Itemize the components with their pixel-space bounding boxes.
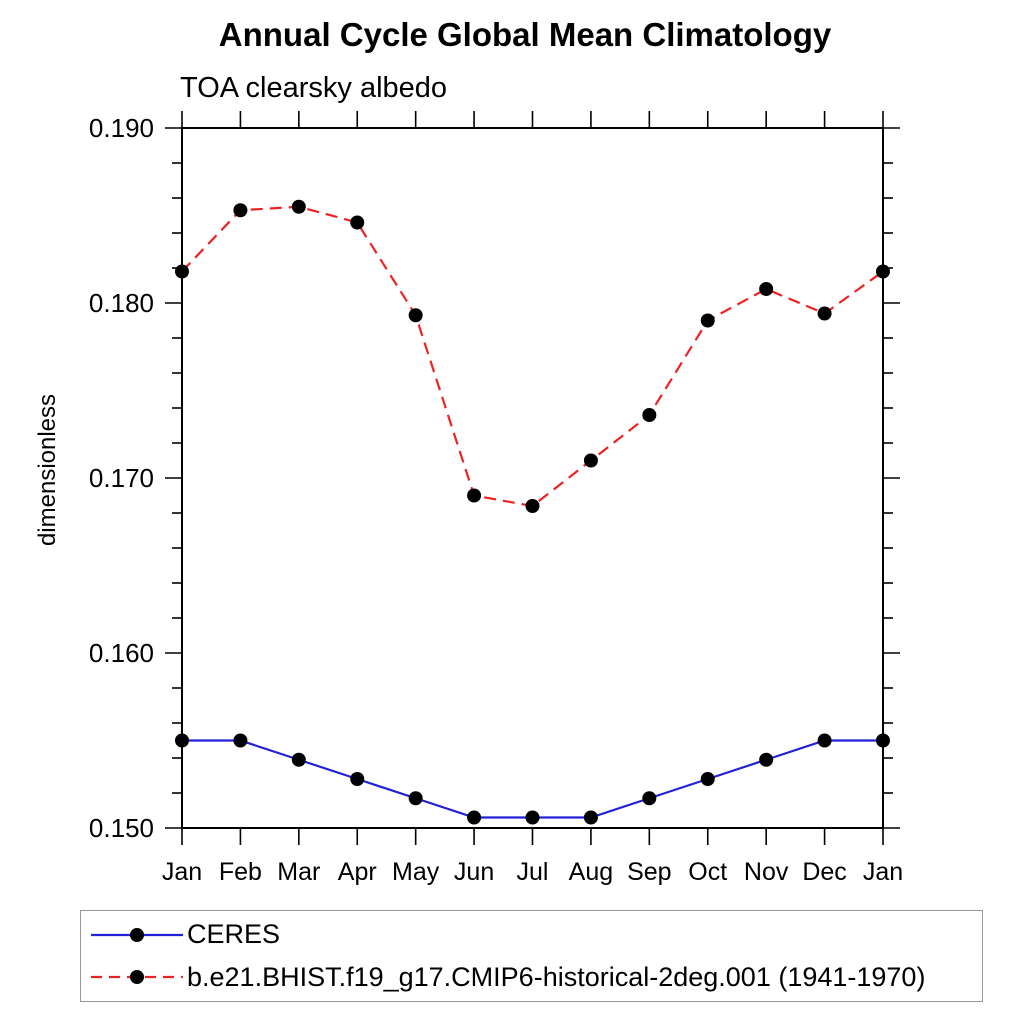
data-point-marker <box>876 733 890 748</box>
data-point-marker <box>700 313 715 328</box>
data-point-marker <box>291 752 306 767</box>
x-tick-label: Aug <box>569 858 613 886</box>
data-point-marker <box>525 810 540 825</box>
data-point-marker <box>175 264 189 279</box>
x-tick-label: Oct <box>688 858 727 886</box>
data-point-marker <box>291 199 306 214</box>
data-point-marker <box>583 810 598 825</box>
data-point-marker <box>350 772 365 786</box>
data-point-marker <box>817 733 832 748</box>
data-series <box>175 199 890 825</box>
legend-line-sample-dashed <box>91 970 183 985</box>
data-point-marker <box>700 772 715 786</box>
x-tick-label: Feb <box>219 858 262 886</box>
y-tick-label: 0.150 <box>89 813 154 843</box>
plot-box <box>181 127 884 829</box>
chart-title: Annual Cycle Global Mean Climatology <box>218 16 832 53</box>
data-point-marker <box>233 733 248 748</box>
x-tick-label: Sep <box>627 858 671 886</box>
data-point-marker <box>817 306 832 321</box>
data-point-marker <box>642 408 657 422</box>
legend-row-model: b.e21.BHIST.f19_g17.CMIP6-historical-2de… <box>87 958 982 996</box>
data-point-marker <box>467 488 482 503</box>
x-tick-label: Jul <box>517 858 549 886</box>
data-point-marker <box>583 453 598 468</box>
data-point-marker <box>175 733 189 748</box>
legend-box: CERES b.e21.BHIST.f19_g17.CMIP6-historic… <box>80 910 983 1002</box>
data-point-marker <box>350 215 365 230</box>
data-point-marker <box>408 791 423 806</box>
data-point-marker <box>233 203 248 218</box>
x-tick-label: Jun <box>454 858 494 886</box>
x-tick-label: Jan <box>863 858 903 886</box>
data-point-marker <box>759 282 774 296</box>
y-tick-label: 0.160 <box>89 638 154 668</box>
data-point-marker <box>408 308 423 323</box>
x-tick-label: May <box>392 858 440 886</box>
x-tick-label: Nov <box>744 858 789 886</box>
axis-tick-labels: 0.150 0.160 0.170 0.180 0.190 Jan Feb Mar Apr May… <box>89 113 903 886</box>
data-point-marker <box>525 499 540 513</box>
y-tick-label: 0.170 <box>89 463 154 493</box>
x-tick-label: Dec <box>802 858 846 886</box>
data-point-marker <box>467 810 482 825</box>
x-tick-label: Jan <box>162 858 202 886</box>
data-point-marker <box>876 264 890 279</box>
y-tick-label: 0.180 <box>89 288 154 318</box>
legend-label-ceres: CERES <box>187 919 281 950</box>
legend-row-ceres: CERES <box>87 916 982 954</box>
x-tick-label: Mar <box>277 858 320 886</box>
x-tick-label: Apr <box>338 858 377 886</box>
axis-ticks <box>165 111 900 845</box>
data-point-marker <box>759 752 774 767</box>
data-point-marker <box>642 791 657 806</box>
legend-label-model: b.e21.BHIST.f19_g17.CMIP6-historical-2de… <box>187 961 926 992</box>
y-tick-label: 0.190 <box>89 113 154 143</box>
legend-line-sample-solid <box>91 927 183 942</box>
chart-subtitle: TOA clearsky albedo <box>180 72 448 104</box>
